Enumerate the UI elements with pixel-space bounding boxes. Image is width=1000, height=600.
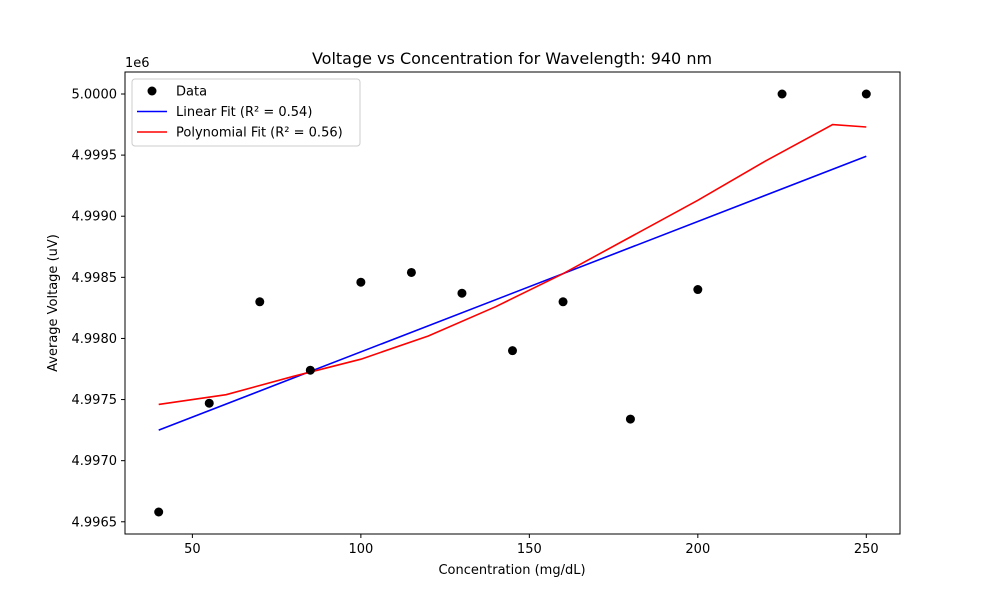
legend-box [131,78,361,147]
data-point [204,398,214,408]
x-tick-label: 200 [685,542,710,557]
x-tick-label: 250 [854,542,879,557]
legend: Data Linear Fit (R² = 0.54) Polynomial Fit… [131,78,361,147]
x-axis-label: Concentration (mg/dL) [438,563,585,578]
y-axis-label: Average Voltage (uV) [46,234,61,372]
y-tick-label: 4.9985 [72,271,118,286]
legend-label: Data [176,85,207,100]
data-point [255,297,265,307]
data-point [558,297,568,307]
x-tick-label: 50 [184,542,201,557]
marks-layer [154,89,871,517]
y-offset-label: 1e6 [125,56,150,71]
y-tick-label: 4.9995 [72,149,118,164]
chart-title: Voltage vs Concentration for Wavelength:… [312,49,712,68]
data-point [777,89,787,99]
y-tick-label: 4.9970 [72,454,118,469]
data-point [861,89,871,99]
y-tick-label: 4.9980 [72,332,118,347]
data-point [693,285,703,295]
y-tick-label: 5.0000 [72,88,118,103]
data-point [154,507,164,517]
legend-label: Linear Fit (R² = 0.54) [176,105,312,120]
data-point [457,288,467,298]
y-tick-label: 4.9990 [72,210,118,225]
x-tick-label: 100 [348,542,373,557]
x-tick-label: 150 [517,542,542,557]
plot-area [125,72,900,534]
legend-label: Polynomial Fit (R² = 0.56) [176,126,343,141]
y-tick-label: 4.9965 [72,515,118,530]
series-line-2 [158,123,867,406]
data-point [406,267,416,277]
data-point [625,414,635,424]
data-point [356,277,366,287]
data-point [508,346,517,356]
legend-marker [147,86,157,96]
y-tick-label: 4.9975 [72,393,118,408]
series-line-1 [158,155,867,431]
ticks-layer: 50 100 150 200 250 4.9965 4.9970 4.9975 4.9980 4.… [72,88,879,558]
data-point [305,365,315,375]
plot-frame [124,71,901,535]
